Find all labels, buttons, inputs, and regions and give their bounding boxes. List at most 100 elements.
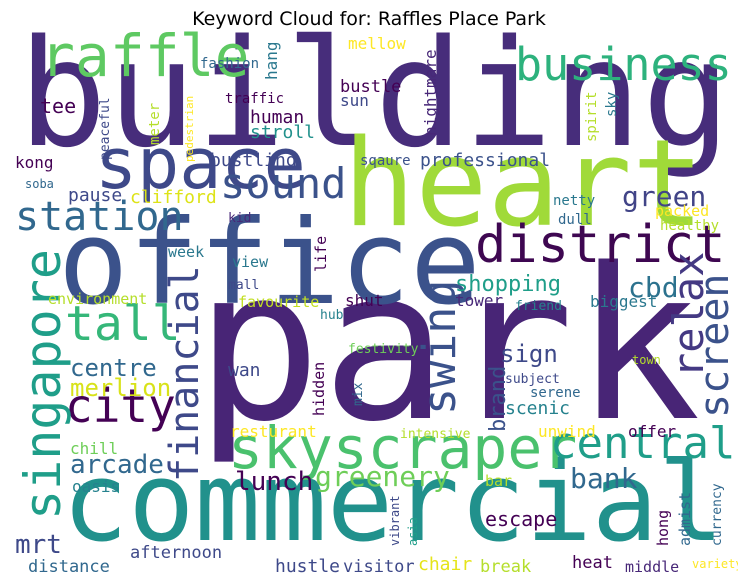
keyword: resturant [230, 422, 317, 441]
keyword: serene [530, 385, 581, 401]
keyword: professional [420, 150, 550, 171]
keyword: bar [485, 472, 512, 490]
keyword: kid [228, 211, 251, 226]
keyword: shut [345, 291, 384, 310]
keyword: sqaure [360, 153, 411, 169]
keyword: green [622, 180, 706, 213]
keyword: biggest [590, 292, 657, 311]
keyword: afternoon [130, 543, 222, 563]
keyword: swing [413, 280, 466, 415]
keyword: peaceful [98, 97, 113, 160]
keyword: mix [351, 382, 366, 406]
keyword: singapore [14, 249, 72, 520]
keyword: festivity [348, 342, 419, 357]
keyword: nightmare [421, 49, 440, 136]
keyword: scenic [505, 398, 570, 419]
keyword: commercial [62, 438, 724, 566]
keyword: hong [654, 510, 672, 546]
keyword: cbd [628, 271, 679, 304]
keyword: mall [228, 278, 259, 293]
keyword: middle [625, 558, 679, 576]
keyword: meter [147, 103, 163, 145]
keyword: distance [28, 557, 110, 577]
keyword: sign [500, 340, 558, 368]
keyword: tee [40, 94, 76, 118]
keyword: shopping [455, 272, 561, 297]
keyword: spirit [584, 91, 600, 142]
keyword: bustling [210, 150, 297, 171]
keyword: environment [48, 290, 147, 308]
keyword: oasis [72, 477, 120, 496]
keyword: sky [604, 92, 620, 117]
keyword: building [18, 8, 731, 180]
keyword: fashion [200, 56, 259, 72]
keyword: district [475, 215, 725, 275]
keyword: hidden [310, 362, 328, 416]
keyword: life [312, 236, 330, 272]
keyword: office [58, 194, 481, 331]
keyword: central [550, 418, 735, 469]
keyword: arcade [70, 450, 164, 480]
keyword: bank [570, 462, 638, 495]
keyword: station [15, 194, 184, 240]
keyword: visitor [343, 557, 415, 577]
keyword: healthy [660, 218, 719, 234]
keyword: space [95, 123, 306, 205]
keyword: relax [664, 252, 713, 378]
keyword: sun [340, 91, 369, 110]
keyword: park [195, 223, 701, 468]
keyword: unwind [538, 422, 596, 441]
keyword: skyscraper [228, 414, 577, 482]
keyword: variety [692, 557, 738, 571]
keyword: vibrant [388, 495, 402, 546]
keyword: hustle [275, 556, 340, 577]
keyword: asia [406, 517, 420, 546]
keyword: pause [68, 185, 122, 206]
keyword: pedestrian [183, 96, 196, 162]
keyword: raffle [40, 22, 250, 90]
keyword: traffic [225, 91, 284, 107]
keyword: break [480, 557, 531, 577]
keyword: offer [628, 422, 677, 441]
keyword: business [515, 38, 732, 91]
keyword: centre [70, 354, 157, 382]
keyword: admist [676, 492, 694, 546]
chart-title: Keyword Cloud for: Raffles Place Park [192, 8, 546, 30]
keyword: view [232, 253, 269, 271]
keyword: week [168, 243, 204, 261]
keyword: sound [220, 159, 346, 208]
keyword: soba [25, 177, 54, 191]
keyword: heart [343, 115, 704, 254]
keyword: mellow [348, 34, 406, 53]
keyword: tower [455, 291, 504, 310]
keyword: merlion [70, 374, 171, 402]
keyword: chair [418, 554, 472, 575]
keyword: dull [558, 212, 592, 228]
keyword: hang [262, 41, 281, 80]
keyword: stroll [250, 122, 315, 143]
keyword: netty [553, 193, 595, 209]
keyword: screen [692, 274, 738, 419]
keyword: human [250, 107, 304, 128]
keyword: packed [655, 202, 709, 220]
keyword: clifford [130, 187, 217, 208]
keyword: city [65, 379, 176, 433]
keyword: chill [70, 439, 118, 458]
keyword: tall [65, 296, 181, 352]
keyword: mrt [15, 530, 62, 560]
keyword: greenery [315, 460, 450, 493]
keyword: wan [228, 360, 261, 381]
keyword: kong [15, 153, 54, 172]
keyword: bustle [340, 77, 401, 97]
keyword: escape [485, 507, 557, 531]
keyword: heat [572, 553, 613, 573]
keyword: intensive [400, 427, 471, 442]
keyword: hub [320, 308, 344, 323]
cloud-area [8, 33, 730, 581]
keyword: lunch [235, 467, 313, 497]
keyword: subject [505, 372, 560, 387]
keyword: favourite [238, 293, 319, 311]
keyword: town [632, 353, 661, 367]
keyword: brand [486, 366, 511, 432]
